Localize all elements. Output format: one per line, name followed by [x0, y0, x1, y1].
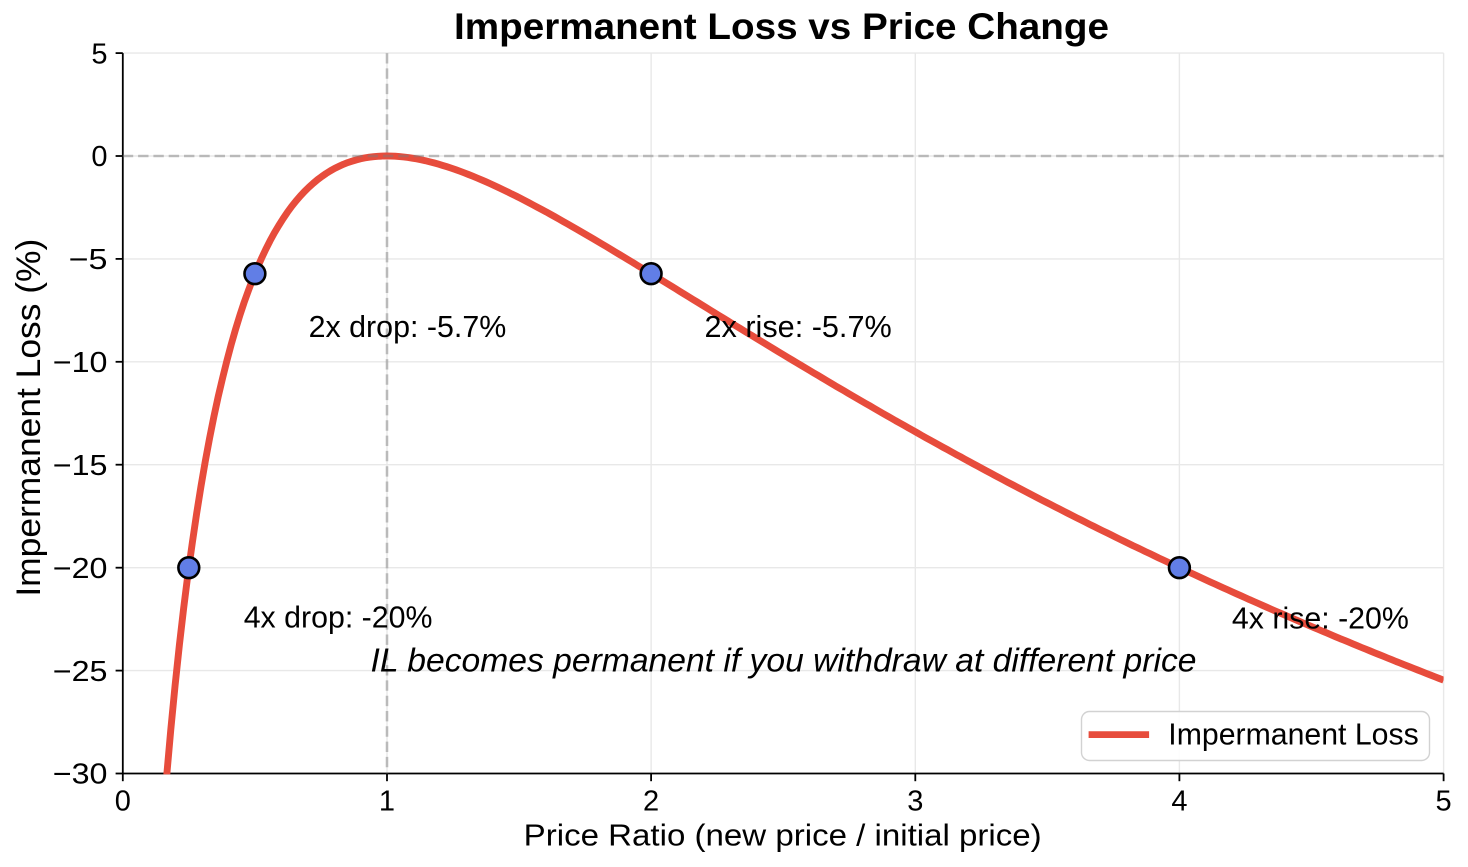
- svg-text:2: 2: [643, 785, 659, 817]
- svg-text:4x drop: -20%: 4x drop: -20%: [244, 600, 433, 635]
- svg-text:4: 4: [1171, 785, 1187, 817]
- svg-text:Impermanent Loss: Impermanent Loss: [1168, 717, 1418, 752]
- svg-text:−25: −25: [53, 656, 108, 688]
- svg-text:Price Ratio (new price / initi: Price Ratio (new price / initial price): [524, 818, 1042, 853]
- svg-text:Impermanent Loss (%): Impermanent Loss (%): [10, 239, 48, 597]
- svg-text:3: 3: [907, 785, 923, 817]
- svg-text:2x rise: -5.7%: 2x rise: -5.7%: [705, 309, 892, 344]
- svg-text:−5: −5: [69, 244, 108, 276]
- svg-text:1: 1: [379, 785, 395, 817]
- svg-text:2x drop: -5.7%: 2x drop: -5.7%: [309, 309, 507, 344]
- svg-text:0: 0: [91, 141, 107, 173]
- svg-text:−20: −20: [53, 553, 108, 585]
- svg-text:5: 5: [91, 38, 107, 70]
- svg-text:0: 0: [115, 785, 131, 817]
- svg-text:5: 5: [1436, 785, 1452, 817]
- svg-text:IL becomes permanent if you wi: IL becomes permanent if you withdraw at …: [371, 641, 1197, 678]
- svg-text:−30: −30: [53, 759, 108, 791]
- svg-text:Impermanent Loss vs Price Chan: Impermanent Loss vs Price Change: [454, 6, 1109, 47]
- svg-text:−10: −10: [53, 347, 108, 379]
- svg-text:−15: −15: [53, 450, 108, 482]
- svg-text:4x rise: -20%: 4x rise: -20%: [1232, 601, 1409, 636]
